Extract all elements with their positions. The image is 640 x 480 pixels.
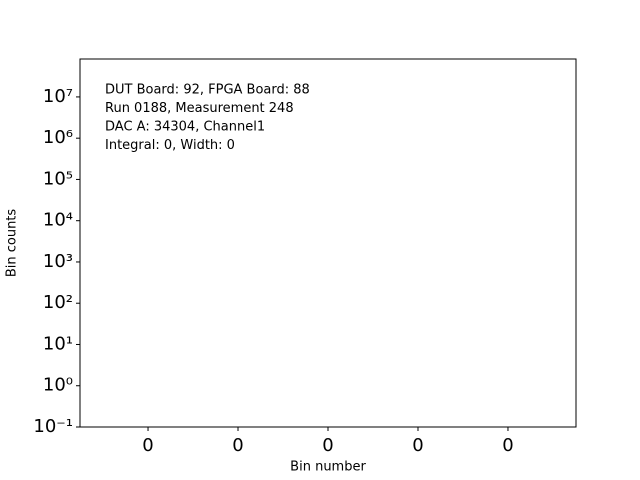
x-tick-label: 0 xyxy=(322,435,333,456)
annotation: Integral: 0, Width: 0 xyxy=(105,138,235,153)
y-tick-label: 10⁴ xyxy=(43,210,73,231)
annotation: Run 0188, Measurement 248 xyxy=(105,101,294,116)
x-tick-label: 0 xyxy=(502,435,513,456)
y-tick-label: 10⁶ xyxy=(43,127,73,148)
x-tick-label: 0 xyxy=(142,435,153,456)
x-axis-label: Bin number xyxy=(290,460,366,475)
y-axis-label: Bin counts xyxy=(5,209,20,278)
y-tick-label: 10⁵ xyxy=(43,168,73,189)
x-tick-label: 0 xyxy=(232,435,243,456)
y-tick-label: 10⁻¹ xyxy=(33,416,73,437)
annotation: DUT Board: 92, FPGA Board: 88 xyxy=(105,83,310,98)
y-tick-label: 10³ xyxy=(43,251,73,272)
annotation: DAC A: 34304, Channel1 xyxy=(105,120,265,135)
y-tick-label: 10² xyxy=(43,292,73,313)
x-tick-label: 0 xyxy=(412,435,423,456)
y-tick-label: 10⁷ xyxy=(43,86,73,107)
y-tick-label: 10¹ xyxy=(43,333,73,354)
y-tick-label: 10⁰ xyxy=(43,375,73,396)
